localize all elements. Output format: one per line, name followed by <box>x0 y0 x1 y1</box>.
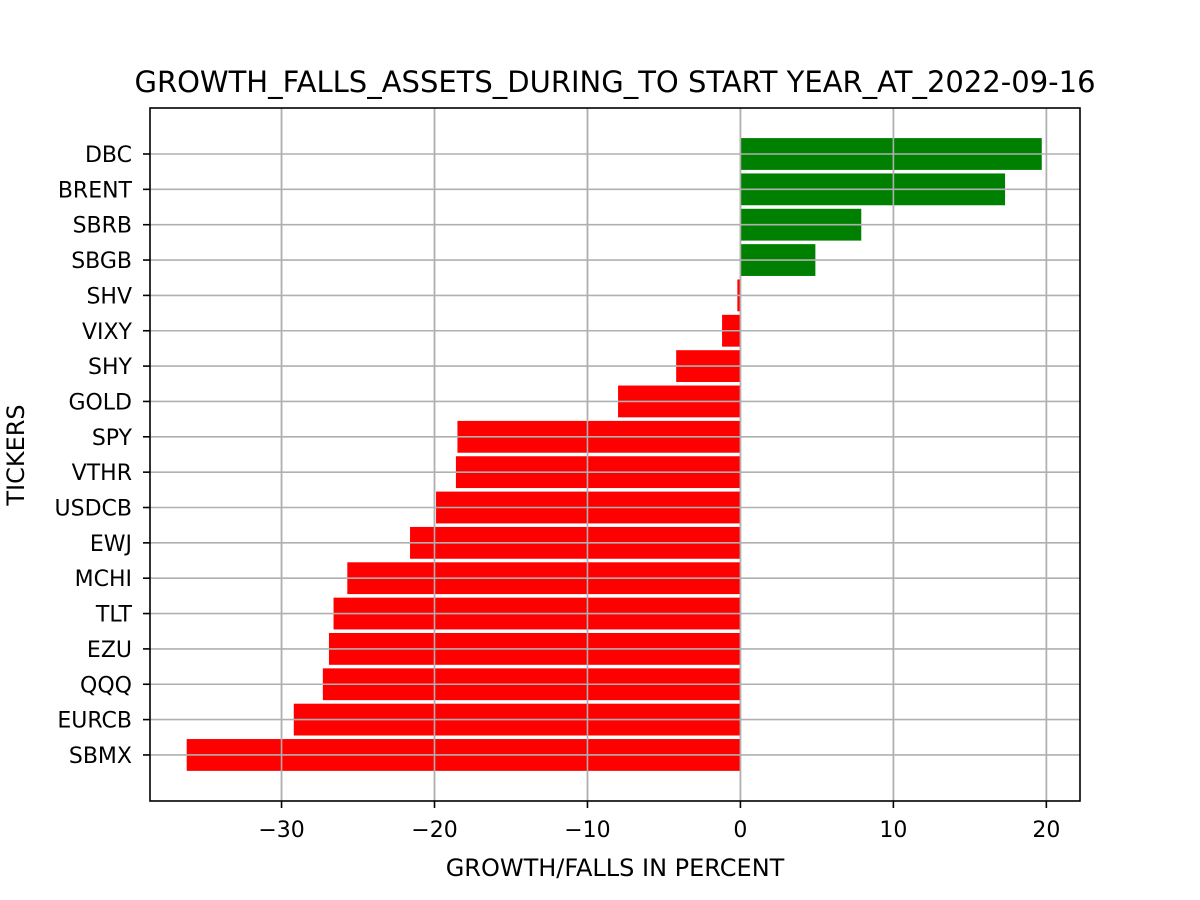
y-tick-label: SPY <box>92 426 133 451</box>
chart-title: GROWTH_FALLS_ASSETS_DURING_TO START YEAR… <box>134 65 1095 99</box>
y-tick-label: SHY <box>88 355 133 380</box>
y-tick-label: TLT <box>95 603 133 628</box>
x-tick-label: 20 <box>1032 818 1060 843</box>
x-tick-label: 10 <box>879 818 907 843</box>
y-tick-label: VTHR <box>72 461 132 486</box>
y-tick-label: QQQ <box>80 673 132 698</box>
y-tick-label: SBRB <box>73 214 132 239</box>
y-tick-label: SHV <box>86 284 132 309</box>
bar-layer <box>150 108 1080 801</box>
y-axis-label: TICKERS <box>2 404 30 506</box>
y-tick-label: USDCB <box>55 497 132 522</box>
y-tick-label: DBC <box>85 143 132 168</box>
x-tick-label: −30 <box>258 818 304 843</box>
x-tick-label: −20 <box>411 818 457 843</box>
y-tick-label: SBGB <box>71 249 132 274</box>
y-tick-label: MCHI <box>75 567 132 592</box>
y-tick-label: BRENT <box>58 178 133 203</box>
y-tick-label: VIXY <box>82 320 133 345</box>
plot-frame <box>149 107 1081 802</box>
y-tick-label: EURCB <box>57 709 132 734</box>
y-tick-label: GOLD <box>68 390 132 415</box>
x-tick-label: −10 <box>564 818 610 843</box>
y-tick-label: EWJ <box>90 532 132 557</box>
tick-layer: −30 −20 −10 0 10 20 DBC BRENT SBRB SBGB SHV VIXY SHY… <box>55 143 1061 843</box>
x-tick-label: 0 <box>733 818 747 843</box>
x-axis-label: GROWTH/FALLS IN PERCENT <box>446 854 785 882</box>
y-tick-label: SBMX <box>69 744 132 769</box>
y-tick-label: EZU <box>87 638 132 663</box>
